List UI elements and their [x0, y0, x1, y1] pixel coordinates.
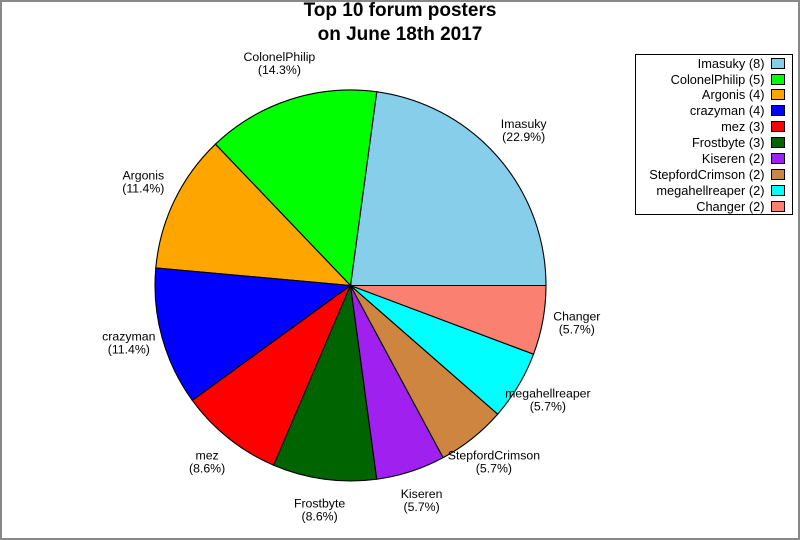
svg-text:(8.6%): (8.6%) [189, 461, 225, 475]
svg-text:(11.4%): (11.4%) [122, 182, 164, 196]
svg-text:(5.7%): (5.7%) [559, 323, 595, 337]
svg-text:ColonelPhilip: ColonelPhilip [244, 50, 316, 64]
svg-text:Kiseren: Kiseren [401, 487, 443, 501]
svg-text:mez: mez [195, 448, 218, 462]
svg-text:(5.7%): (5.7%) [530, 400, 566, 414]
svg-text:Frostbyte: Frostbyte [294, 496, 345, 510]
svg-text:crazyman: crazyman [102, 330, 155, 344]
svg-text:(14.3%): (14.3%) [258, 63, 301, 77]
svg-text:Imasuky: Imasuky [501, 117, 548, 131]
svg-text:StepfordCrimson: StepfordCrimson [448, 448, 540, 462]
svg-text:(5.7%): (5.7%) [476, 461, 512, 475]
svg-text:(22.9%): (22.9%) [502, 130, 545, 144]
svg-text:megahellreaper: megahellreaper [505, 387, 590, 401]
svg-text:(5.7%): (5.7%) [403, 500, 439, 514]
svg-text:(8.6%): (8.6%) [301, 509, 337, 523]
svg-text:(11.4%): (11.4%) [108, 343, 150, 357]
svg-text:Changer: Changer [553, 310, 600, 324]
svg-text:Argonis: Argonis [122, 169, 164, 183]
